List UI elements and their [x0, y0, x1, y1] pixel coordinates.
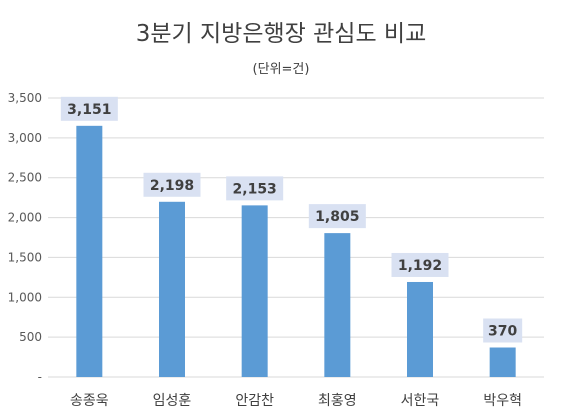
y-tick-label: 2,000 — [8, 211, 42, 225]
chart-subtitle: (단위=건) — [252, 62, 310, 77]
x-category-label: 임성훈 — [153, 393, 192, 409]
data-label: 370 — [488, 324, 517, 340]
bar — [76, 125, 103, 377]
data-label: 1,805 — [315, 209, 359, 225]
y-tick-label: 2,500 — [8, 171, 42, 185]
x-category-label: 박우혁 — [483, 393, 522, 409]
bar — [241, 205, 268, 377]
x-category-label: 송종욱 — [70, 393, 109, 409]
data-label-box — [308, 204, 366, 229]
bar — [324, 233, 351, 377]
y-tick-label: - — [38, 370, 42, 384]
data-label-box — [60, 96, 118, 121]
x-category-label: 최홍영 — [318, 393, 357, 409]
data-label-box — [143, 172, 201, 197]
bar — [159, 201, 185, 377]
chart-title: 3분기 지방은행장 관심도 비교 — [135, 21, 427, 47]
data-label-box — [226, 176, 284, 201]
data-label-box — [483, 318, 523, 343]
y-tick-label: 1,000 — [8, 290, 42, 304]
y-tick-label: 1,500 — [8, 250, 42, 264]
bar — [407, 281, 433, 377]
y-tick-label: 3,000 — [8, 131, 42, 145]
data-label: 3,151 — [67, 102, 111, 118]
data-label: 2,198 — [150, 178, 194, 194]
y-tick-label: 500 — [19, 330, 42, 344]
bar — [489, 347, 516, 377]
x-category-label: 서한국 — [401, 393, 440, 409]
data-label: 1,192 — [398, 258, 442, 274]
data-label-box — [391, 252, 449, 277]
data-label: 2,153 — [233, 181, 277, 197]
y-tick-label: 3,500 — [8, 91, 42, 105]
x-category-label: 안감찬 — [235, 393, 274, 409]
